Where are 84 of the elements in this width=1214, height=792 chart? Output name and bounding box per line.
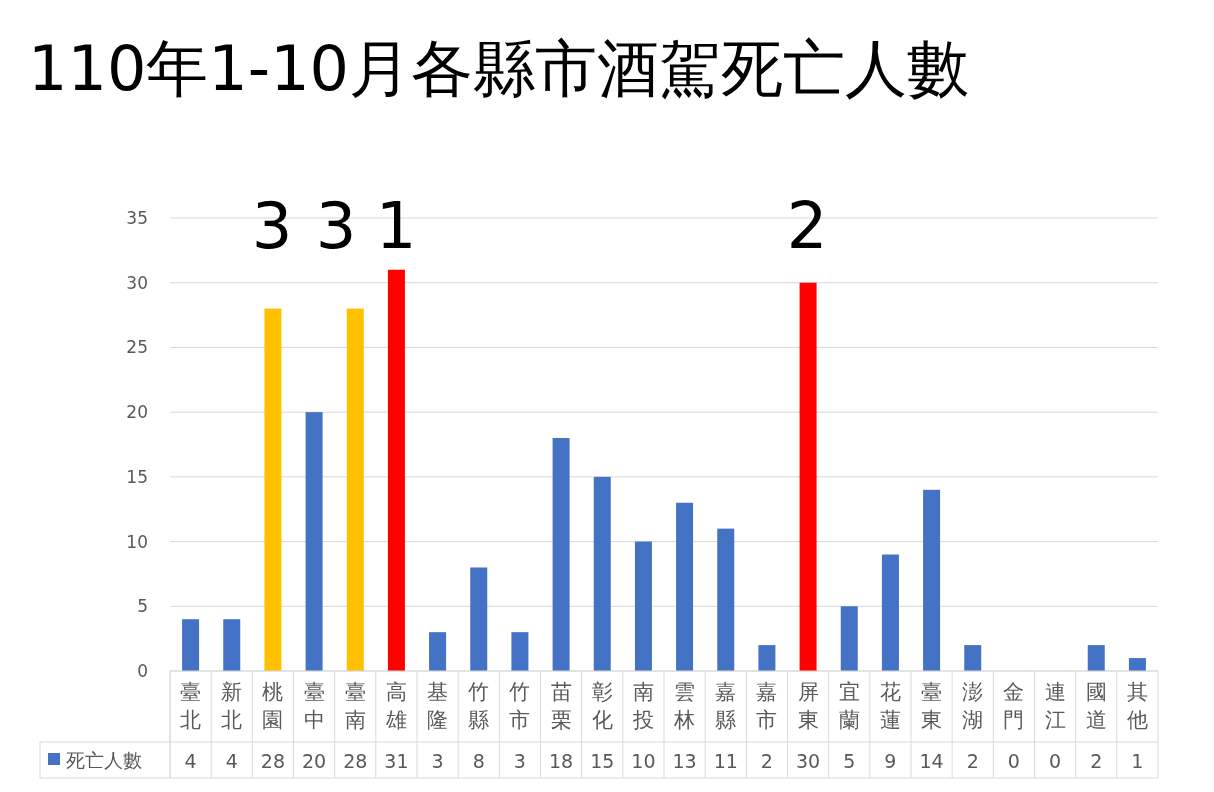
annotation: 3 (315, 189, 357, 263)
data-label: 4 (184, 750, 197, 772)
y-tick-label: 0 (137, 661, 148, 681)
y-tick-label: 30 (126, 272, 148, 293)
x-tick-label: 桃園 (262, 680, 284, 732)
bar (676, 502, 694, 671)
x-tick-label: 竹市 (509, 680, 531, 732)
y-tick-label: 25 (126, 337, 148, 358)
x-tick-label: 宜蘭 (838, 680, 860, 732)
x-tick-label: 嘉縣 (715, 680, 737, 732)
bar (881, 554, 899, 671)
data-label: 2 (1090, 750, 1103, 772)
data-label: 31 (384, 750, 409, 772)
data-label: 30 (795, 750, 821, 772)
y-tick-label: 15 (126, 466, 148, 487)
x-tick-label: 彰化 (591, 680, 613, 732)
x-tick-label: 嘉市 (756, 680, 778, 732)
x-tick-label: 屏東 (797, 680, 819, 732)
x-tick-label: 連江 (1044, 680, 1066, 732)
data-label: 4 (225, 750, 238, 772)
bar (923, 489, 941, 671)
data-label: 2 (760, 750, 773, 772)
chart-title: 110年1-10月各縣市酒駕死亡人數 (28, 32, 970, 105)
x-tick-label: 花蓮 (879, 680, 901, 732)
annotation: 1 (375, 189, 417, 263)
bar (346, 308, 364, 671)
bar (717, 528, 735, 671)
x-tick-label: 竹縣 (468, 680, 490, 732)
bar (552, 438, 570, 671)
y-tick-label: 10 (126, 531, 148, 552)
bar (758, 645, 776, 671)
bar (511, 632, 529, 671)
x-tick-label: 國道 (1085, 680, 1107, 732)
data-label: 0 (1007, 750, 1020, 772)
data-label: 15 (590, 750, 615, 772)
x-tick-label: 臺北 (180, 680, 202, 732)
data-label: 1 (1131, 750, 1144, 772)
bar (799, 282, 817, 671)
data-label: 10 (631, 750, 656, 772)
legend-label: 死亡人數 (66, 749, 142, 771)
x-tick-label: 南投 (631, 680, 654, 732)
data-label: 5 (843, 750, 856, 772)
bar (182, 619, 200, 671)
bar (1087, 645, 1105, 671)
data-label: 0 (1049, 750, 1062, 772)
x-tick-label: 雲林 (673, 680, 696, 732)
y-tick-label: 20 (126, 402, 148, 423)
x-tick-label: 苗栗 (550, 680, 572, 732)
data-label: 3 (431, 750, 444, 772)
x-tick-label: 臺中 (303, 680, 325, 732)
data-label: 20 (301, 750, 327, 772)
y-tick-label: 5 (137, 596, 148, 617)
data-label: 14 (919, 750, 944, 772)
data-label: 2 (966, 750, 979, 772)
x-tick-label: 新北 (221, 680, 243, 732)
annotation: 3 (251, 189, 293, 263)
data-label: 9 (884, 750, 897, 772)
bar (429, 632, 447, 671)
bar (840, 606, 858, 671)
data-label: 3 (513, 750, 526, 772)
bar (593, 476, 611, 671)
x-tick-label: 金門 (1003, 680, 1025, 732)
x-tick-label: 澎湖 (962, 680, 984, 732)
bar (305, 412, 323, 671)
x-tick-label: 其他 (1126, 680, 1148, 732)
bar (1128, 658, 1146, 671)
data-label: 11 (713, 750, 738, 772)
annotation: 2 (786, 189, 828, 263)
data-label: 28 (260, 750, 286, 772)
bar (264, 308, 282, 671)
data-label: 28 (343, 750, 368, 772)
bar (634, 541, 652, 671)
data-label: 8 (472, 750, 485, 772)
data-label: 13 (672, 750, 697, 772)
x-tick-label: 臺南 (344, 680, 366, 732)
data-label: 18 (548, 750, 574, 772)
bar (964, 645, 982, 671)
x-tick-label: 基隆 (427, 680, 449, 732)
bar (470, 567, 488, 671)
y-tick-label: 35 (126, 208, 148, 228)
bar (223, 619, 241, 671)
bar (387, 269, 405, 671)
x-tick-label: 臺東 (921, 680, 943, 732)
x-tick-label: 高雄 (384, 680, 407, 732)
